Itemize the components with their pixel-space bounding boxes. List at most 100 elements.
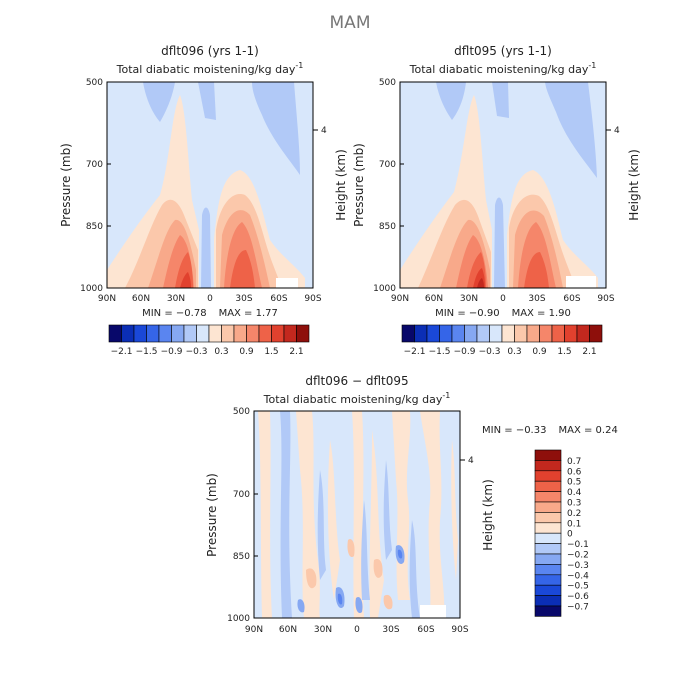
- figure-title: MAM: [330, 13, 371, 33]
- panel-b-upper-blue-right: [545, 82, 597, 178]
- panel-c-blue-blob-3: [355, 596, 363, 614]
- panel-c-colorbar-swatch-9: [534, 543, 562, 555]
- panel-a-y2label: Height (km): [334, 149, 348, 220]
- panel-b-right-l5: [524, 252, 549, 288]
- panel-c-colorbar-label-8: −0.1: [567, 540, 589, 550]
- panel-a-xtick-5: 60S: [270, 294, 287, 304]
- panel-b-title: dflt095 (yrs 1-1): [454, 44, 552, 58]
- panel-b-colorbar-label-3: −0.3: [479, 347, 501, 357]
- panel-a: dflt096 (yrs 1-1) Total diabatic moisten…: [59, 44, 348, 357]
- panel-b-xtick-0: 90N: [391, 294, 409, 304]
- panel-b: dflt095 (yrs 1-1) Total diabatic moisten…: [352, 44, 641, 357]
- panel-c-xtick-5: 60S: [417, 625, 434, 635]
- panel-a-stats: MIN = −0.78 MAX = 1.77: [142, 308, 278, 319]
- panel-c-colorbar-swatch-0: [534, 449, 562, 461]
- panel-c-colorbar-label-9: −0.2: [567, 551, 589, 561]
- panel-b-colorbar-label-2: −0.9: [454, 347, 476, 357]
- panel-a-colorbar-label-6: 1.5: [264, 347, 278, 357]
- panel-c-pink-blob-4: [347, 538, 355, 558]
- panel-a-colorbar-swatch-4: [158, 324, 172, 343]
- panel-a-x-ticks: 90N 60N 30N 0 30S 60S 90S: [98, 294, 322, 304]
- panel-a-ytick-700: 700: [86, 160, 103, 170]
- panel-a-ylabel: Pressure (mb): [59, 143, 73, 227]
- panel-c-y2label: Height (km): [481, 479, 495, 550]
- panel-c-colorbar-label-14: −0.7: [567, 603, 589, 613]
- panel-c-frame: [253, 410, 461, 619]
- panel-c-colorbar-label-3: 0.4: [567, 488, 582, 498]
- panel-a-upper-blue-right: [252, 82, 300, 175]
- panel-c-pink-band-6: [392, 411, 411, 600]
- panel-a-colorbar-swatch-6: [183, 324, 197, 343]
- panel-a-xtick-6: 90S: [304, 294, 321, 304]
- panel-b-upper-blue-mid: [492, 82, 509, 118]
- panel-a-missing-data: [276, 278, 298, 288]
- panel-b-colorbar-swatch-7: [489, 324, 503, 343]
- panel-a-colorbar-label-1: −1.5: [136, 347, 158, 357]
- panel-c-pink-blob-2: [373, 558, 383, 578]
- panel-b-x-ticks: 90N 60N 30N 0 30S 60S 90S: [391, 294, 615, 304]
- panel-a-colorbar-label-0: −2.1: [111, 347, 133, 357]
- panel-b-colorbar-swatch-14: [576, 324, 590, 343]
- panel-c-colorbar-swatch-2: [534, 470, 562, 482]
- panel-b-colorbar-label-0: −2.1: [404, 347, 426, 357]
- panel-c-blue-band-2: [317, 470, 326, 580]
- panel-a-xtick-2: 30N: [167, 294, 185, 304]
- panel-a-ytick-850: 850: [86, 222, 103, 232]
- panel-c-colorbar-swatch-10: [534, 553, 562, 565]
- panel-c-colorbar-label-11: −0.4: [567, 571, 589, 581]
- panel-a-colorbar-swatch-1: [121, 324, 135, 343]
- panel-b-colorbar-swatch-13: [564, 324, 578, 343]
- panel-b-colorbar-label-5: 0.9: [532, 347, 547, 357]
- panel-c-xtick-2: 30N: [314, 625, 332, 635]
- panel-a-upper-blue-mid: [198, 82, 216, 120]
- panel-a-upper-blue-left: [143, 82, 175, 122]
- panel-c-pink-band-2: [296, 411, 320, 618]
- panel-b-colorbar-swatch-4: [451, 324, 465, 343]
- panel-c-pink-blob-3: [383, 594, 393, 610]
- panel-c-x-ticks: 90N 60N 30N 0 30S 60S 90S: [245, 625, 469, 635]
- panel-a-xtick-1: 60N: [132, 294, 150, 304]
- panel-a-colorbar-label-4: 0.3: [214, 347, 228, 357]
- panel-c-ytick-850: 850: [233, 552, 250, 562]
- panel-c-missing-data: [420, 605, 446, 618]
- panel-b-ylabel: Pressure (mb): [352, 143, 366, 227]
- panel-b-xtick-1: 60N: [425, 294, 443, 304]
- panel-b-y-ticks: 500 700 850 1000 4: [373, 78, 620, 294]
- panel-a-colorbar-swatch-10: [233, 324, 247, 343]
- panel-b-xtick-6: 90S: [597, 294, 614, 304]
- panel-a-title: dflt096 (yrs 1-1): [161, 44, 259, 58]
- panel-b-field: [400, 82, 606, 288]
- panel-c-colorbar-swatch-12: [534, 574, 562, 586]
- panel-a-colorbar-swatch-14: [283, 324, 297, 343]
- panel-b-colorbar-label-7: 2.1: [582, 347, 596, 357]
- panel-c-blue-band-3: [361, 500, 370, 600]
- panel-a-subtitle: Total diabatic moistening/kg day-1: [116, 61, 304, 76]
- panel-c-colorbar-swatch-13: [534, 584, 562, 596]
- panel-b-left-core2: [477, 278, 484, 288]
- panel-b-subtitle: Total diabatic moistening/kg day-1: [409, 61, 597, 76]
- panel-c-pink-band-7: [420, 411, 445, 618]
- panel-c-colorbar-swatch-4: [534, 491, 562, 503]
- panel-c-colorbar-swatch-11: [534, 564, 562, 576]
- panel-c-field: [254, 411, 460, 618]
- panel-b-ytick-700: 700: [379, 160, 396, 170]
- panel-a-colorbar-swatch-2: [133, 324, 147, 343]
- panel-b-colorbar-swatch-9: [514, 324, 528, 343]
- panel-a-equator-blue: [201, 207, 211, 288]
- panel-c-colorbar-label-0: 0.7: [567, 457, 581, 467]
- panel-a-y2tick-4: 4: [321, 126, 327, 136]
- panel-a-colorbar-swatch-0: [108, 324, 122, 343]
- panel-c-colorbar: 0.70.60.50.40.30.20.10−0.1−0.2−0.3−0.4−0…: [534, 449, 589, 617]
- panel-c-colorbar-swatch-15: [534, 605, 562, 617]
- panel-c-colorbar-swatch-6: [534, 512, 562, 524]
- panel-b-equator-blue: [494, 197, 505, 288]
- panel-a-colorbar-swatch-5: [171, 324, 185, 343]
- panel-b-colorbar-label-6: 1.5: [557, 347, 571, 357]
- panel-c-xtick-3: 0: [354, 625, 360, 635]
- panel-a-colorbar-swatch-13: [271, 324, 285, 343]
- panel-c-blue-band-1: [280, 411, 292, 618]
- panel-c-pink-band-8: [451, 440, 458, 580]
- panel-c-xtick-4: 30S: [382, 625, 399, 635]
- panel-b-colorbar-swatch-6: [476, 324, 490, 343]
